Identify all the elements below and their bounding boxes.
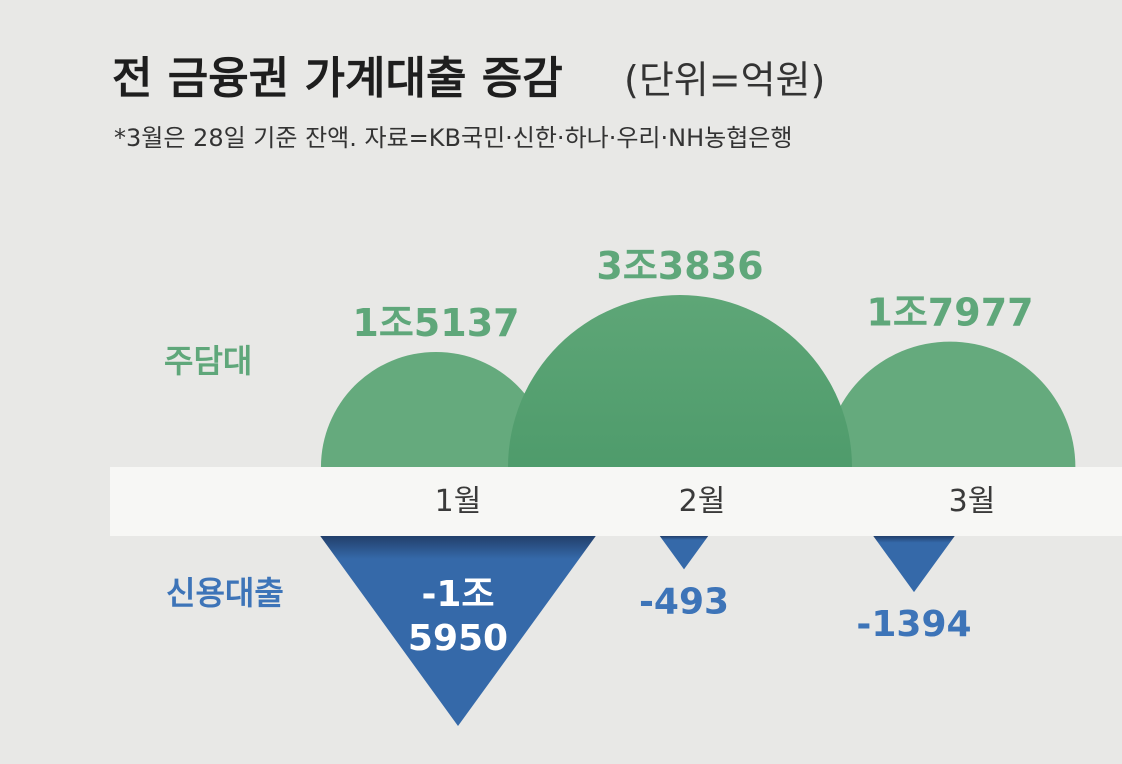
month-label-1: 1월 (435, 484, 482, 519)
month-axis-band (110, 467, 1122, 536)
mortgage-dome-3 (824, 341, 1076, 467)
series-label-credit-loan: 신용대출 (166, 574, 284, 612)
mortgage-value-label-3: 1조7977 (866, 291, 1033, 335)
credit-loan-triangle-1 (320, 536, 596, 726)
credit-loan-triangle-2 (659, 536, 709, 570)
month-label-2: 2월 (679, 484, 726, 519)
credit-loan-value-label-2: -493 (639, 581, 729, 622)
credit-loan-triangle-3 (873, 536, 955, 593)
mortgage-dome-1 (320, 351, 552, 467)
credit-loan-value-label-3: -1394 (856, 604, 971, 645)
credit-loan-value-label-1-line-1: -1조 (421, 574, 494, 615)
positive-series-layer: 1조5137 3조3836 1조7977 (320, 244, 1076, 467)
mortgage-dome-2 (508, 295, 852, 467)
unit-label: (단위=억원) (624, 58, 825, 102)
mortgage-value-label-1: 1조5137 (352, 301, 519, 345)
chart-title: 전 금융권 가계대출 증감 (112, 53, 563, 104)
credit-loan-value-label-1-line-2: 5950 (408, 618, 508, 659)
series-label-mortgage: 주담대 (164, 342, 252, 380)
mortgage-value-label-2: 3조3836 (596, 244, 763, 288)
source-note: *3월은 28일 기준 잔액. 자료=KB국민·신한·하나·우리·NH농협은행 (114, 124, 792, 152)
month-label-3: 3월 (949, 484, 996, 519)
month-axis-labels: 1월 2월 3월 (435, 484, 996, 519)
